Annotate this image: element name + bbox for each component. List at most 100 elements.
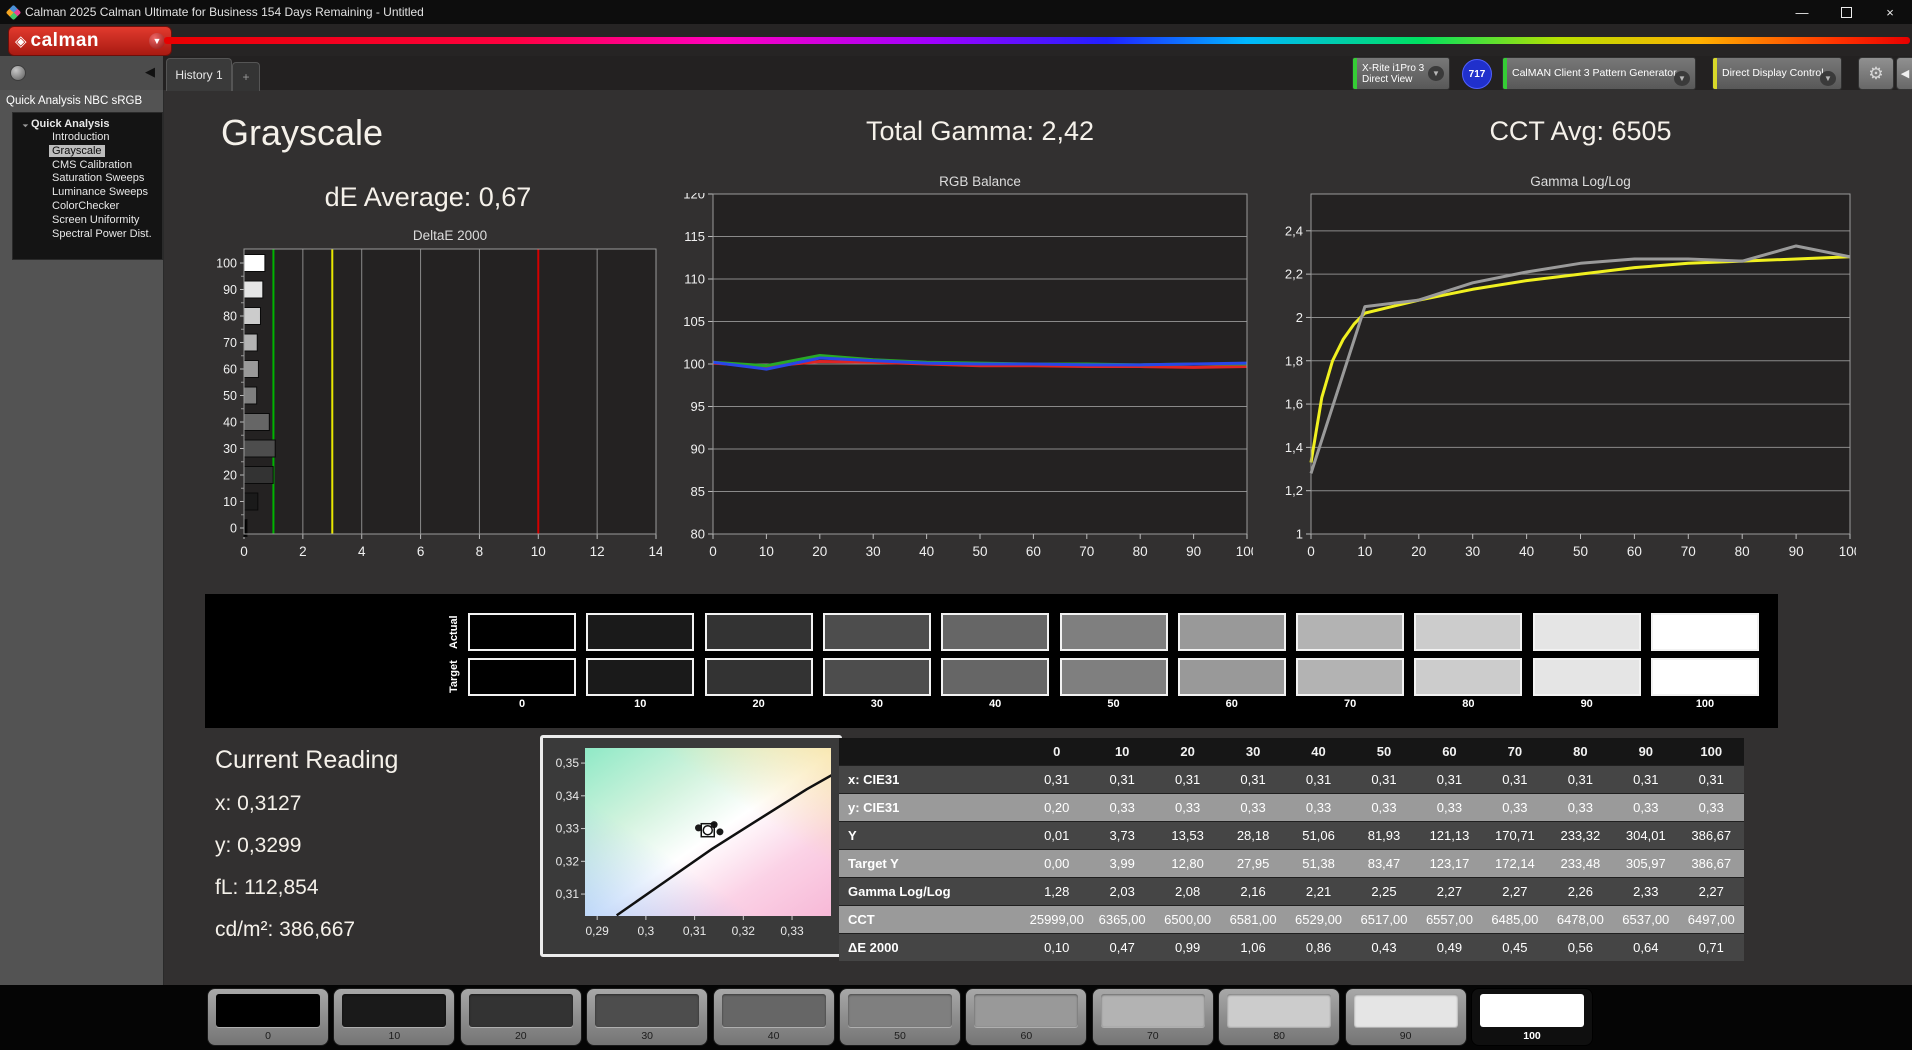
sidebar-item-grayscale[interactable]: Grayscale — [13, 144, 162, 159]
svg-text:30: 30 — [1465, 544, 1480, 559]
page-title: Grayscale — [221, 112, 384, 153]
sidebar-item-colorchecker[interactable]: ColorChecker — [13, 200, 162, 214]
sidebar-item-cms-calibration[interactable]: CMS Calibration — [13, 159, 162, 173]
table-cell: 2,33 — [1613, 877, 1679, 905]
svg-text:8: 8 — [476, 544, 484, 559]
current-reading-y: y: 0,3299 — [215, 834, 302, 857]
svg-text:10: 10 — [531, 544, 546, 559]
svg-text:80: 80 — [1133, 544, 1148, 559]
table-cell: 28,18 — [1220, 821, 1286, 849]
pattern-level-button-80[interactable]: 80 — [1218, 988, 1341, 1046]
strip-level-label: 10 — [634, 698, 647, 710]
svg-text:0,31: 0,31 — [556, 887, 580, 901]
svg-text:20: 20 — [1411, 544, 1426, 559]
table-cell: 0,33 — [1089, 793, 1155, 821]
display-control-name: Direct Display Control — [1722, 67, 1824, 79]
svg-text:105: 105 — [683, 314, 705, 329]
tab-bar: ◀ History 1 + X-Rite i1Pro 3 Direct View… — [0, 56, 1912, 91]
strip-level-label: 40 — [989, 698, 1002, 710]
pattern-generator-dropdown[interactable]: CalMAN Client 3 Pattern Generator ▼ — [1502, 57, 1696, 90]
svg-text:14: 14 — [648, 544, 662, 559]
svg-text:50: 50 — [223, 389, 237, 403]
chevron-down-icon[interactable]: ▼ — [149, 33, 165, 49]
table-cell: 305,97 — [1613, 849, 1679, 877]
svg-text:30: 30 — [223, 442, 237, 456]
calman-menu-button[interactable]: ◈ calman ▼ — [8, 26, 172, 56]
table-column-header: 70 — [1482, 738, 1548, 765]
table-corner-cell — [839, 738, 1024, 765]
table-cell: 81,93 — [1351, 821, 1417, 849]
sidebar-collapse-icon[interactable]: ◀ — [145, 64, 155, 79]
chevron-down-icon[interactable]: ▼ — [1428, 66, 1444, 81]
pattern-level-label: 80 — [1273, 1030, 1286, 1042]
restore-button[interactable] — [1824, 0, 1868, 24]
sidebar-item-luminance-sweeps[interactable]: Luminance Sweeps — [13, 186, 162, 200]
tree-root-quick-analysis[interactable]: Quick Analysis — [13, 117, 162, 131]
table-cell: 0,31 — [1351, 765, 1417, 793]
pattern-level-button-70[interactable]: 70 — [1091, 988, 1214, 1046]
pattern-level-button-60[interactable]: 60 — [965, 988, 1088, 1046]
svg-text:80: 80 — [1735, 544, 1750, 559]
svg-text:1,8: 1,8 — [1285, 353, 1303, 368]
table-cell: 6500,00 — [1154, 905, 1221, 933]
pattern-level-button-90[interactable]: 90 — [1344, 988, 1467, 1046]
chevron-down-icon[interactable]: ▼ — [1820, 71, 1836, 86]
svg-text:110: 110 — [684, 272, 705, 287]
svg-text:0,32: 0,32 — [556, 854, 580, 868]
display-control-dropdown[interactable]: Direct Display Control ▼ — [1712, 57, 1842, 90]
sidebar-item-spectral-power-dist[interactable]: Spectral Power Dist. — [13, 228, 162, 242]
panel-collapse-button[interactable]: ◀ — [1896, 57, 1912, 90]
table-cell: 0,01 — [1024, 821, 1090, 849]
svg-text:0,33: 0,33 — [780, 924, 804, 938]
sidebar-item-introduction[interactable]: Introduction — [13, 131, 162, 145]
pattern-level-button-50[interactable]: 50 — [839, 988, 961, 1046]
actual-swatch-30 — [822, 613, 931, 651]
tab-history-1[interactable]: History 1 — [166, 58, 232, 91]
meter-name: X-Rite i1Pro 3 — [1362, 62, 1425, 74]
table-cell: 27,95 — [1220, 849, 1286, 877]
table-cell: 0,31 — [1220, 765, 1286, 793]
close-button[interactable]: × — [1886, 4, 1894, 20]
pattern-level-button-0[interactable]: 0 — [207, 988, 329, 1046]
table-cell: 0,56 — [1547, 933, 1614, 961]
svg-text:0,3: 0,3 — [638, 924, 655, 938]
pattern-level-button-30[interactable]: 30 — [586, 988, 709, 1046]
meter-badge[interactable]: 717 — [1462, 59, 1492, 89]
pattern-level-button-20[interactable]: 20 — [459, 988, 582, 1046]
sidebar-item-screen-uniformity[interactable]: Screen Uniformity — [13, 214, 162, 228]
add-tab-button[interactable]: + — [232, 62, 260, 91]
pattern-level-button-10[interactable]: 10 — [333, 988, 456, 1046]
chevron-down-icon[interactable]: ▼ — [1674, 71, 1690, 86]
table-cell: 51,38 — [1285, 849, 1352, 877]
expander-icon[interactable] — [19, 118, 29, 128]
pattern-level-button-40[interactable]: 40 — [712, 988, 835, 1046]
svg-text:0,34: 0,34 — [556, 789, 580, 803]
chevron-left-icon: ◀ — [1900, 68, 1910, 80]
table-cell: 0,31 — [1547, 765, 1614, 793]
sidebar-item-saturation-sweeps[interactable]: Saturation Sweeps — [13, 172, 162, 186]
svg-text:100: 100 — [216, 257, 237, 271]
table-cell: 2,26 — [1547, 877, 1614, 905]
meter-dropdown[interactable]: X-Rite i1Pro 3 Direct View ▼ — [1352, 57, 1450, 90]
actual-swatch-100 — [1651, 613, 1759, 651]
table-cell: 0,31 — [1416, 765, 1483, 793]
strip-level-label: 30 — [870, 698, 884, 710]
strip-row-label-actual: Actual — [448, 615, 460, 649]
target-swatch-10 — [586, 658, 695, 696]
table-cell: 0,33 — [1285, 793, 1352, 821]
svg-text:95: 95 — [691, 399, 705, 414]
pattern-level-label: 20 — [514, 1030, 527, 1042]
actual-swatch-50 — [1059, 613, 1168, 651]
svg-text:50: 50 — [972, 544, 987, 559]
svg-text:90: 90 — [691, 442, 705, 457]
pattern-level-button-100[interactable]: 100 — [1471, 988, 1593, 1046]
target-swatch-20 — [704, 658, 813, 696]
table-row-label: Y — [839, 821, 1024, 849]
table-cell: 2,21 — [1285, 877, 1352, 905]
pattern-level-label: 50 — [894, 1030, 906, 1042]
minimize-button[interactable]: — — [1795, 4, 1809, 20]
svg-text:100: 100 — [1236, 544, 1253, 559]
current-reading-x: x: 0,3127 — [215, 792, 302, 815]
settings-button[interactable]: ⚙ — [1858, 57, 1894, 90]
